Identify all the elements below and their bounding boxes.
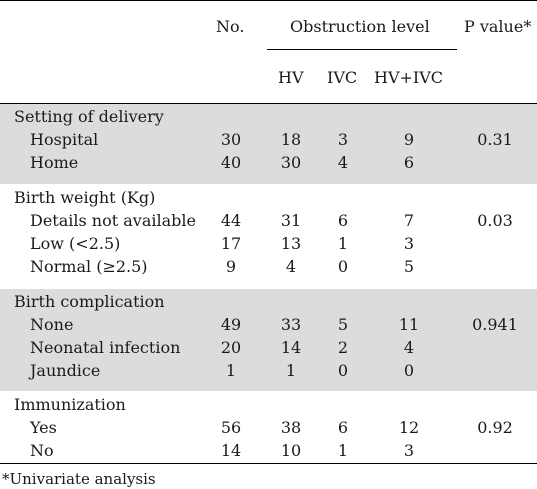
cell-ivc: 6 (337, 211, 349, 230)
cell-no: 56 (220, 418, 242, 437)
row-label: Yes (30, 418, 57, 437)
table-row: Home 40 30 4 6 (0, 151, 537, 174)
header-rule (0, 103, 537, 104)
cell-p-value: 0.31 (477, 130, 513, 149)
row-label: Home (30, 153, 79, 172)
cell-hv: 31 (280, 211, 302, 230)
cell-hv-ivc: 9 (403, 130, 415, 149)
cell-no: 17 (220, 234, 242, 253)
header-obstruction-level: Obstruction level (290, 17, 430, 36)
row-label: Low (<2.5) (30, 234, 121, 253)
bottom-rule (0, 463, 537, 464)
cell-hv-ivc: 0 (403, 361, 415, 380)
row-label: No (30, 441, 54, 460)
cell-hv: 38 (280, 418, 302, 437)
cell-hv-ivc: 7 (403, 211, 415, 230)
table-row: No 14 10 1 3 (0, 439, 537, 462)
table-row: Jaundice 1 1 0 0 (0, 359, 537, 382)
group-title: Birth complication (14, 292, 165, 311)
cell-ivc: 2 (337, 338, 349, 357)
group-title: Setting of delivery (14, 107, 164, 126)
cell-hv: 18 (280, 130, 302, 149)
cell-hv-ivc: 5 (403, 257, 415, 276)
cell-no: 49 (220, 315, 242, 334)
cell-no: 9 (225, 257, 237, 276)
cell-no: 44 (220, 211, 242, 230)
cell-ivc: 1 (337, 234, 349, 253)
header-hv: HV (278, 68, 304, 87)
row-label: Normal (≥2.5) (30, 257, 148, 276)
table-row: Neonatal infection 20 14 2 4 (0, 336, 537, 359)
cell-hv-ivc: 4 (403, 338, 415, 357)
table-row: None 49 33 5 11 0.941 (0, 313, 537, 336)
header-no: No. (216, 17, 245, 36)
cell-hv: 4 (285, 257, 297, 276)
header-ivc: IVC (327, 68, 358, 87)
table-row: Hospital 30 18 3 9 0.31 (0, 128, 537, 151)
row-label: Hospital (30, 130, 99, 149)
cell-hv-ivc: 12 (398, 418, 420, 437)
obstruction-level-underline (267, 49, 457, 50)
cell-hv: 30 (280, 153, 302, 172)
cell-no: 20 (220, 338, 242, 357)
row-label: Details not available (30, 211, 196, 230)
cell-ivc: 6 (337, 418, 349, 437)
top-rule (0, 0, 537, 1)
header-p-value: P value* (464, 17, 532, 36)
header-hv-ivc: HV+IVC (374, 68, 444, 87)
cell-no: 30 (220, 130, 242, 149)
table-row: Normal (≥2.5) 9 4 0 5 (0, 255, 537, 278)
row-label: Jaundice (30, 361, 101, 380)
cell-p-value: 0.03 (477, 211, 513, 230)
cell-hv-ivc: 3 (403, 441, 415, 460)
cell-hv: 33 (280, 315, 302, 334)
cell-hv-ivc: 6 (403, 153, 415, 172)
group-title: Birth weight (Kg) (14, 188, 156, 207)
cell-ivc: 3 (337, 130, 349, 149)
cell-p-value: 0.92 (477, 418, 513, 437)
cell-ivc: 0 (337, 361, 349, 380)
row-label: Neonatal infection (30, 338, 181, 357)
row-label: None (30, 315, 74, 334)
cell-hv-ivc: 3 (403, 234, 415, 253)
cell-no: 40 (220, 153, 242, 172)
group-title-row: Birth weight (Kg) (0, 186, 537, 209)
footnote: *Univariate analysis (2, 470, 156, 488)
group-title-row: Immunization (0, 393, 537, 416)
cell-hv: 13 (280, 234, 302, 253)
cell-p-value: 0.941 (472, 315, 518, 334)
group-band (0, 104, 537, 184)
cell-hv-ivc: 11 (398, 315, 420, 334)
group-band (0, 289, 537, 391)
group-title-row: Setting of delivery (0, 105, 537, 128)
cell-ivc: 1 (337, 441, 349, 460)
group-title-row: Birth complication (0, 290, 537, 313)
cell-hv: 10 (280, 441, 302, 460)
cell-no: 14 (220, 441, 242, 460)
cell-ivc: 5 (337, 315, 349, 334)
table-row: Low (<2.5) 17 13 1 3 (0, 232, 537, 255)
table-row: Details not available 44 31 6 7 0.03 (0, 209, 537, 232)
group-title: Immunization (14, 395, 126, 414)
cell-ivc: 0 (337, 257, 349, 276)
table-row: Yes 56 38 6 12 0.92 (0, 416, 537, 439)
cell-hv: 1 (285, 361, 297, 380)
cell-ivc: 4 (337, 153, 349, 172)
cell-hv: 14 (280, 338, 302, 357)
cell-no: 1 (225, 361, 237, 380)
